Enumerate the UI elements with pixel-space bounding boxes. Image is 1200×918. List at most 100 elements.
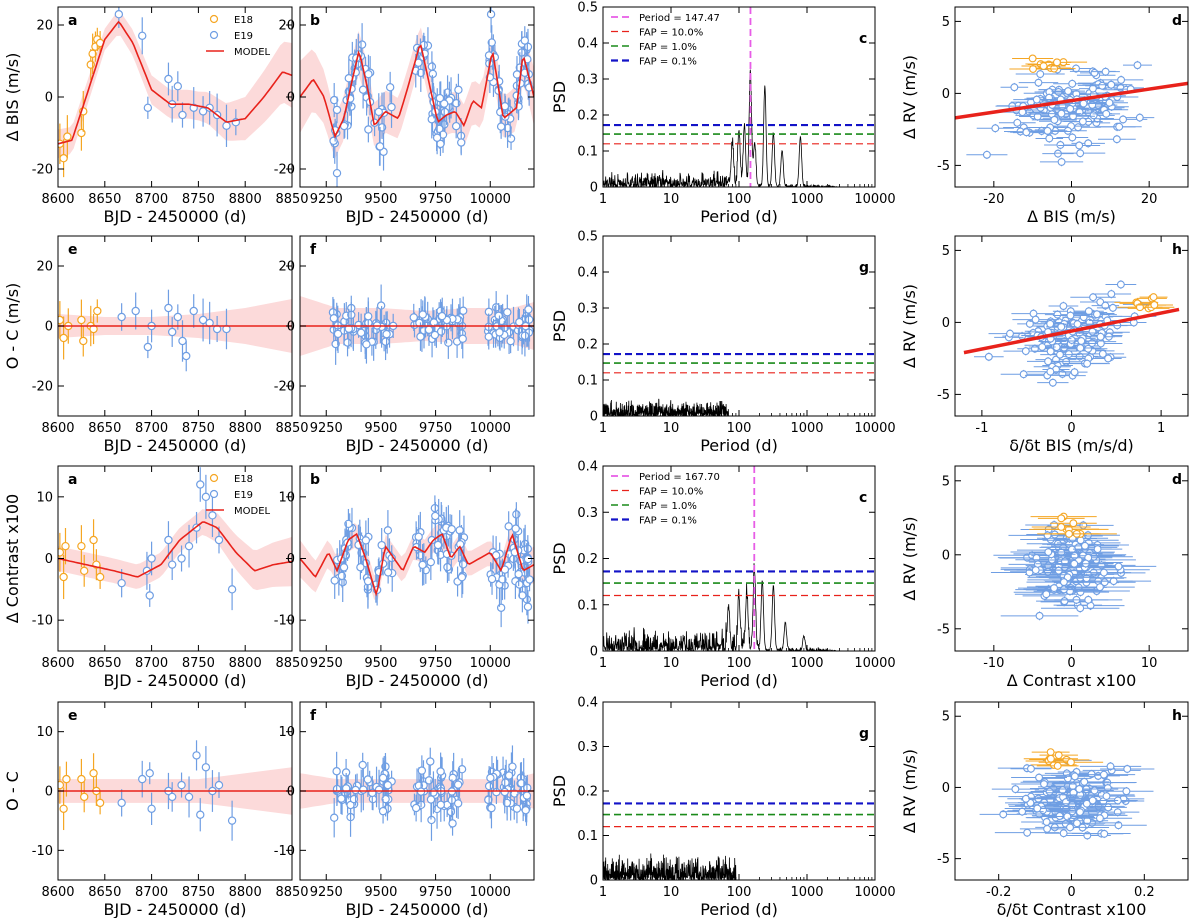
e19-point — [145, 591, 154, 600]
x-tick-label: 100 — [727, 421, 752, 436]
ticks: 8600 8650 8700 8750 8800 8850 -10 0 10 — [32, 702, 309, 900]
e19-point — [511, 524, 520, 533]
e19-point — [164, 535, 173, 545]
panel-con-b: 9250 9500 9750 10000 -10 0 10 BJD - 2450000 (d)… — [274, 465, 535, 690]
y-tick-label: 0 — [942, 781, 950, 796]
x-axis-label: BJD - 2450000 (d) — [104, 436, 247, 455]
e19-point — [429, 318, 439, 327]
e19-point — [1075, 785, 1084, 793]
e18-point — [1053, 58, 1061, 67]
e19-point — [131, 306, 140, 316]
e19-point — [357, 40, 367, 49]
e19-point — [1079, 99, 1088, 108]
axes-frame — [602, 235, 876, 417]
plot-area — [963, 280, 1180, 388]
panel-con-e: 8600 8650 8700 8750 8800 8850 -10 0 10 BJD - 2450… — [3, 701, 309, 918]
e19-point — [426, 557, 436, 567]
e19-point — [363, 775, 373, 784]
panel-bis-h: -1 0 1 -5 0 5 δ/δt BIS (m/s/d) Δ RV (m/s) h — [900, 235, 1189, 455]
e19-point — [1107, 80, 1116, 89]
x-axis-label: Δ Contrast x100 — [1007, 671, 1137, 690]
e18-point — [93, 306, 102, 316]
e19-point — [1066, 311, 1075, 320]
y-tick-label: -10 — [32, 614, 53, 629]
x-tick-label: 1000 — [790, 421, 823, 436]
e19-point — [178, 110, 187, 120]
y-tick-label: 0 — [287, 552, 295, 567]
fap-legend-label: FAP = 1.0% — [639, 42, 697, 53]
e19-point — [436, 800, 446, 809]
x-tick-label: 9250 — [310, 656, 343, 671]
panel-letter: g — [859, 260, 869, 276]
plot-area — [300, 7, 534, 187]
model-line — [58, 20, 292, 145]
e19-point — [416, 332, 425, 341]
x-axis-label: Period (d) — [700, 436, 778, 455]
e19-point — [504, 522, 513, 531]
y-tick-label: 0 — [590, 181, 598, 196]
plot-area — [955, 54, 1188, 167]
e19-point — [1084, 307, 1093, 316]
e19-point — [512, 804, 522, 813]
x-axis-label: δ/δt BIS (m/s/d) — [1009, 436, 1134, 455]
e19-point — [437, 311, 447, 321]
y-tick-label: 20 — [36, 19, 53, 34]
e18-point — [1046, 748, 1055, 757]
y-tick-label: -10 — [274, 614, 295, 629]
e19-point — [351, 785, 360, 795]
e19-point — [361, 536, 371, 545]
e19-point — [1104, 803, 1113, 812]
x-tick-label: -0.2 — [986, 885, 1011, 900]
e19-point — [1090, 68, 1099, 77]
e19-point — [196, 810, 205, 819]
e19-point — [1109, 577, 1118, 586]
x-axis-label: BJD - 2450000 (d) — [346, 436, 489, 455]
x-tick-label: 1 — [599, 656, 607, 671]
ticks: 9250 9500 9750 10000 -10 0 10 — [274, 702, 534, 900]
e19-point — [999, 810, 1008, 819]
e19-point — [520, 331, 530, 340]
e19-point — [173, 312, 183, 322]
periodogram-line — [603, 69, 840, 187]
panel-con-f: 9250 9500 9750 10000 -10 0 10 BJD - 2450000 (d)… — [274, 701, 535, 918]
axes-frame — [602, 701, 876, 881]
e19-point — [383, 526, 393, 535]
e19-point — [1114, 562, 1123, 571]
e19-point — [1101, 301, 1110, 310]
y-tick-label: 0 — [942, 87, 950, 102]
plot-area — [58, 467, 292, 611]
y-tick-label: 0 — [942, 548, 950, 563]
e19-point — [486, 10, 496, 19]
y-axis-label: Δ RV (m/s) — [900, 516, 919, 600]
e19-point — [143, 103, 153, 113]
x-tick-label: 9250 — [310, 885, 343, 900]
e19-point — [498, 575, 507, 584]
e19-point — [222, 121, 231, 131]
e19-point — [1106, 762, 1115, 771]
y-tick-label: 10 — [36, 725, 53, 740]
e19-point — [201, 492, 211, 502]
e19-point — [525, 575, 534, 584]
e19-point — [426, 795, 436, 804]
x-tick-label: 8650 — [88, 192, 121, 207]
e19-point — [377, 540, 386, 550]
x-tick-label: 10000 — [470, 421, 511, 436]
fit-line — [955, 81, 1188, 120]
panel-bis-e: 8600 8650 8700 8750 8800 8850 -20 0 20 BJD - 2450… — [3, 235, 309, 455]
e19-point — [1116, 280, 1125, 289]
panel-letter: e — [68, 708, 78, 724]
e19-point — [201, 763, 211, 772]
e19-point — [138, 774, 147, 784]
e19-point — [381, 794, 390, 804]
e19-point — [512, 91, 521, 100]
y-axis-label: PSD — [550, 310, 569, 342]
e18-point — [80, 566, 89, 576]
e19-point — [1089, 111, 1098, 120]
e19-point — [1013, 118, 1022, 127]
e19-point — [1101, 67, 1110, 76]
x-tick-label: 10 — [1141, 656, 1158, 671]
e19-point — [494, 311, 503, 320]
e19-point — [1050, 530, 1059, 539]
model-uncertainty-band — [58, 509, 292, 591]
e19-point — [1032, 554, 1041, 562]
